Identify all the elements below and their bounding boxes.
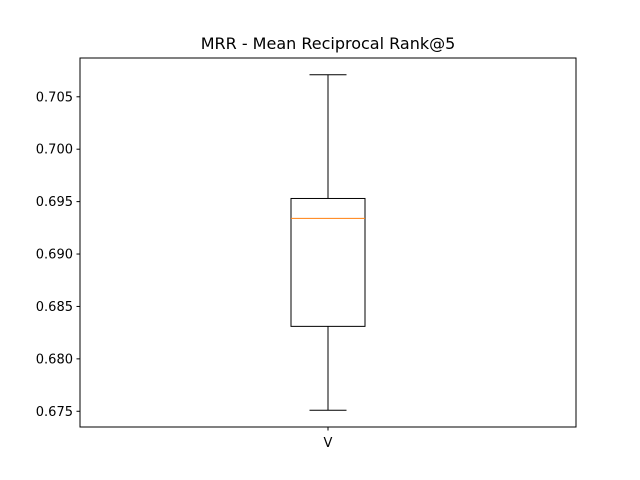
y-tick-label: 0.690 [36,248,73,263]
y-tick-label: 0.685 [36,300,73,315]
y-tick-label: 0.680 [36,352,73,367]
y-tick-label: 0.700 [36,143,73,158]
axes-frame [79,57,577,428]
interquartile-box [290,197,366,327]
y-tick-label: 0.705 [36,90,73,105]
x-tick-label: V [324,436,333,451]
y-tick-label: 0.695 [36,195,73,210]
chart-title: MRR - Mean Reciprocal Rank@5 [201,34,456,53]
y-tick-label: 0.675 [36,405,73,420]
plot-area: 0.675 0.680 0.685 0.690 0.695 0.700 0.705 V [36,57,577,451]
